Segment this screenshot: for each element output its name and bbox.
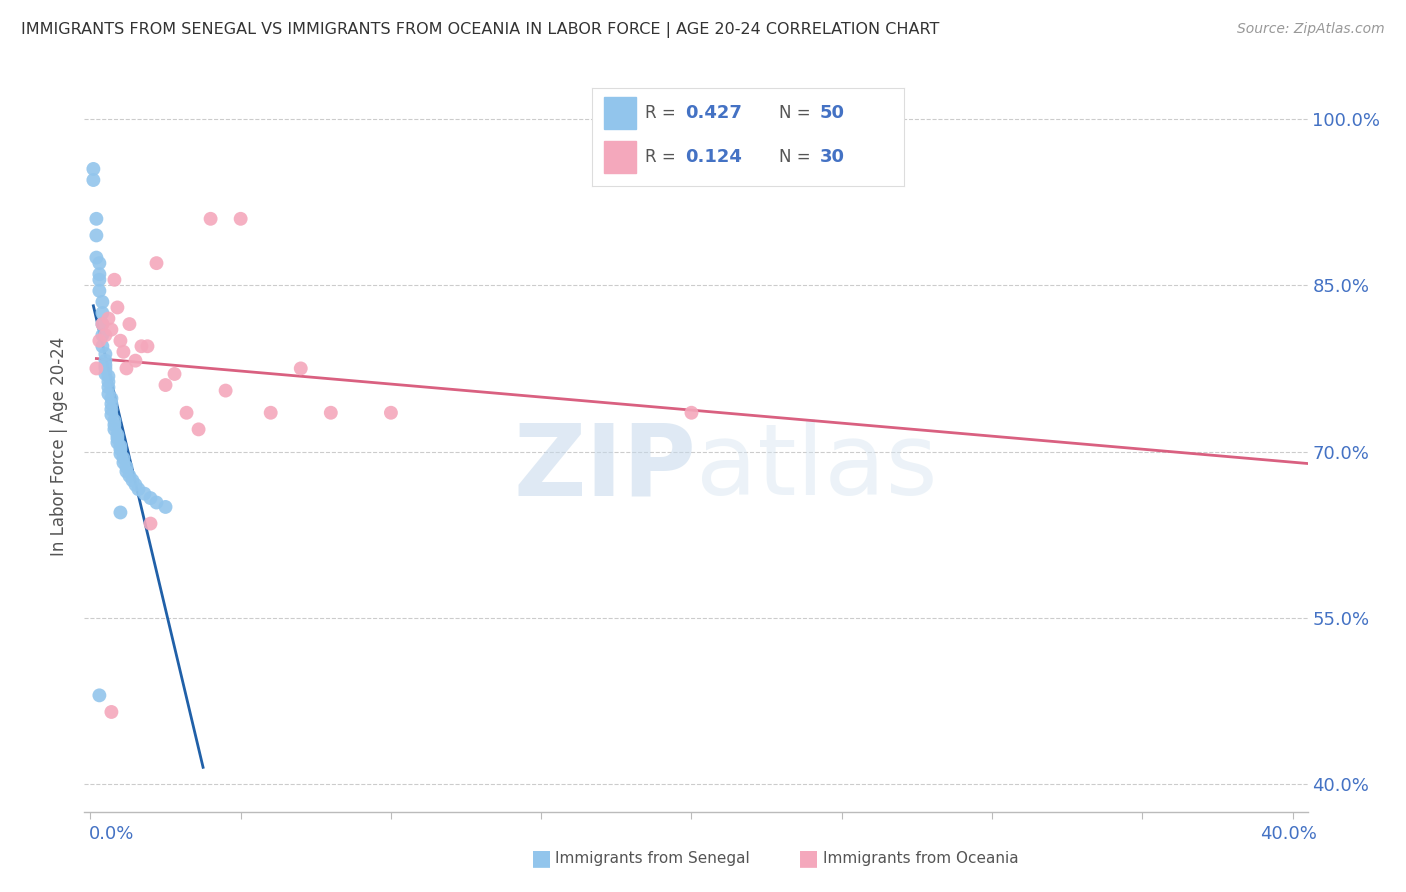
- Point: [214, 384, 236, 398]
- Point: [176, 406, 198, 420]
- Point: [94, 347, 117, 361]
- Point: [97, 387, 120, 401]
- Point: [86, 251, 108, 265]
- Point: [145, 495, 167, 509]
- Point: [163, 367, 186, 381]
- Point: [136, 339, 159, 353]
- Point: [97, 375, 120, 389]
- Point: [91, 294, 114, 309]
- Point: [110, 506, 132, 520]
- Point: [100, 397, 122, 411]
- Point: [260, 406, 283, 420]
- Text: IMMIGRANTS FROM SENEGAL VS IMMIGRANTS FROM OCEANIA IN LABOR FORCE | AGE 20-24 CO: IMMIGRANTS FROM SENEGAL VS IMMIGRANTS FR…: [21, 22, 939, 38]
- Point: [91, 328, 114, 343]
- Point: [110, 442, 132, 457]
- Point: [89, 689, 111, 703]
- Point: [91, 317, 114, 331]
- Point: [91, 339, 114, 353]
- Point: [110, 439, 132, 453]
- Point: [100, 408, 122, 422]
- Text: 40.0%: 40.0%: [1261, 825, 1317, 843]
- Point: [145, 256, 167, 270]
- Point: [82, 161, 104, 176]
- Point: [94, 358, 117, 372]
- Point: [155, 378, 177, 392]
- Text: atlas: atlas: [696, 419, 938, 516]
- Point: [103, 273, 125, 287]
- Point: [82, 173, 104, 187]
- Point: [290, 361, 312, 376]
- Point: [127, 482, 149, 496]
- Point: [115, 460, 138, 475]
- Text: ZIP: ZIP: [513, 419, 696, 516]
- Point: [107, 435, 129, 450]
- Point: [229, 211, 252, 226]
- Text: Source: ZipAtlas.com: Source: ZipAtlas.com: [1237, 22, 1385, 37]
- Point: [94, 328, 117, 343]
- Y-axis label: In Labor Force | Age 20-24: In Labor Force | Age 20-24: [51, 336, 69, 556]
- Point: [91, 306, 114, 320]
- Text: Immigrants from Senegal: Immigrants from Senegal: [555, 851, 751, 865]
- Point: [89, 267, 111, 281]
- Point: [89, 273, 111, 287]
- Point: [86, 361, 108, 376]
- Text: ■: ■: [531, 848, 551, 868]
- Point: [118, 469, 141, 483]
- Text: ■: ■: [799, 848, 818, 868]
- Point: [110, 447, 132, 461]
- Point: [112, 344, 135, 359]
- Point: [107, 428, 129, 442]
- Point: [86, 211, 108, 226]
- Point: [103, 413, 125, 427]
- Point: [97, 380, 120, 394]
- Point: [112, 451, 135, 466]
- Point: [103, 417, 125, 432]
- Point: [100, 402, 122, 417]
- Point: [118, 317, 141, 331]
- Point: [139, 491, 162, 505]
- Point: [124, 353, 146, 368]
- Point: [94, 353, 117, 368]
- Text: 0.0%: 0.0%: [89, 825, 134, 843]
- Point: [107, 431, 129, 445]
- Point: [681, 406, 703, 420]
- Point: [89, 334, 111, 348]
- Point: [115, 361, 138, 376]
- Text: Immigrants from Oceania: Immigrants from Oceania: [823, 851, 1018, 865]
- Point: [103, 422, 125, 436]
- Point: [89, 284, 111, 298]
- Point: [100, 705, 122, 719]
- Point: [97, 311, 120, 326]
- Point: [110, 334, 132, 348]
- Point: [319, 406, 342, 420]
- Point: [115, 465, 138, 479]
- Point: [100, 392, 122, 406]
- Point: [124, 477, 146, 491]
- Point: [134, 486, 156, 500]
- Point: [121, 474, 143, 488]
- Point: [200, 211, 222, 226]
- Point: [380, 406, 402, 420]
- Point: [139, 516, 162, 531]
- Point: [89, 256, 111, 270]
- Point: [112, 456, 135, 470]
- Point: [94, 361, 117, 376]
- Point: [155, 500, 177, 514]
- Point: [97, 369, 120, 384]
- Point: [100, 323, 122, 337]
- Point: [86, 228, 108, 243]
- Point: [91, 317, 114, 331]
- Point: [187, 422, 209, 436]
- Point: [94, 367, 117, 381]
- Point: [131, 339, 153, 353]
- Point: [107, 301, 129, 315]
